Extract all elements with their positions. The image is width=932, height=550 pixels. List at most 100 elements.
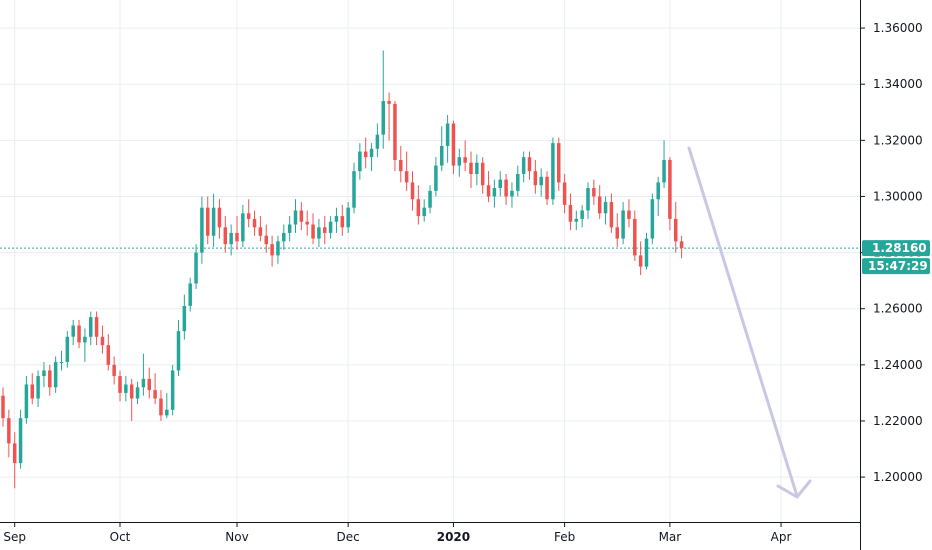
- candle-body: [656, 182, 660, 200]
- candle-body: [609, 202, 614, 228]
- candle-body: [586, 188, 590, 211]
- candle: [562, 174, 567, 214]
- candle-body: [135, 387, 140, 399]
- current-price-badge: 1.28160: [862, 240, 930, 257]
- candle-body: [375, 134, 380, 149]
- candle: [504, 174, 508, 205]
- current-price-label: 1.28160: [872, 241, 927, 255]
- candle-body: [287, 224, 292, 233]
- candle-body: [323, 227, 327, 233]
- candle: [18, 409, 23, 469]
- candle-body: [551, 143, 555, 200]
- candle: [42, 362, 46, 388]
- candle-body: [650, 199, 655, 239]
- candle: [176, 319, 181, 377]
- candle: [486, 171, 491, 203]
- candle-body: [147, 378, 151, 391]
- candle-body: [176, 331, 181, 371]
- candle-body: [574, 218, 579, 222]
- candle-body: [369, 148, 374, 158]
- candle-body: [434, 165, 438, 191]
- time-axis[interactable]: Sep Oct Nov Dec 2020 Feb Mar Apr: [3, 522, 791, 544]
- arrow-shaft: [687, 146, 799, 498]
- candle: [334, 207, 339, 233]
- candle: [551, 137, 555, 205]
- candle: [112, 356, 116, 385]
- candle: [293, 199, 298, 233]
- candle: [644, 232, 649, 270]
- countdown-label: 15:47:29: [868, 259, 928, 273]
- candle-body: [112, 364, 116, 377]
- candle: [381, 50, 385, 149]
- candle: [200, 196, 204, 264]
- candle: [7, 409, 11, 458]
- candle-body: [510, 190, 514, 197]
- candle: [521, 151, 526, 183]
- candle-body: [299, 210, 304, 222]
- candle: [94, 311, 99, 346]
- candle: [30, 373, 34, 405]
- candle: [638, 241, 643, 276]
- candle-body: [545, 176, 549, 200]
- candle: [264, 224, 268, 253]
- x-tick-label: 2020: [437, 530, 470, 544]
- down-arrow-drawing[interactable]: [687, 146, 812, 499]
- candle-body: [124, 384, 128, 393]
- candle: [375, 123, 380, 158]
- candle-body: [668, 159, 672, 219]
- candle: [404, 151, 409, 191]
- y-tick-label: 1.24000: [873, 358, 923, 372]
- candle-body: [539, 176, 543, 186]
- candle-body: [597, 196, 602, 214]
- candle: [516, 165, 520, 197]
- candle-body: [603, 202, 608, 214]
- y-tick-label: 1.34000: [873, 77, 923, 91]
- candle: [434, 157, 438, 197]
- candle: [71, 319, 75, 346]
- candle: [188, 277, 192, 312]
- candle-body: [1, 395, 5, 419]
- y-tick-label: 1.26000: [873, 302, 923, 316]
- candle-body: [451, 123, 456, 166]
- candle-body: [200, 207, 204, 253]
- candle: [1, 387, 5, 427]
- candle-body: [521, 157, 526, 174]
- candle-body: [627, 210, 631, 219]
- y-tick-label: 1.36000: [873, 21, 923, 35]
- candle-body: [475, 162, 479, 174]
- candle-body: [387, 101, 391, 104]
- candle-body: [352, 171, 356, 208]
- grid: [0, 0, 860, 522]
- candle: [165, 392, 169, 419]
- candle-body: [679, 241, 684, 249]
- candle-body: [340, 216, 345, 228]
- candle-body: [416, 199, 421, 217]
- candle-body: [182, 305, 187, 332]
- candle-body: [36, 376, 40, 399]
- candle-body: [100, 336, 105, 346]
- candle: [241, 204, 245, 247]
- candle-body: [77, 325, 81, 343]
- candle: [65, 331, 70, 368]
- candle-body: [317, 227, 321, 239]
- candle: [469, 151, 473, 189]
- candle: [609, 193, 614, 233]
- candle: [135, 381, 140, 405]
- candles: [1, 50, 684, 489]
- candle-body: [422, 207, 426, 217]
- candle-body: [252, 218, 257, 228]
- candle-body: [410, 182, 415, 200]
- candle-body: [305, 221, 309, 225]
- candle: [399, 145, 403, 183]
- candle: [340, 204, 345, 236]
- candle-body: [492, 188, 497, 197]
- candle-body: [106, 345, 111, 365]
- candle: [480, 157, 485, 194]
- candle: [328, 216, 333, 239]
- candle-body: [504, 179, 508, 197]
- candle: [77, 319, 81, 348]
- candle: [568, 193, 573, 231]
- candle: [527, 151, 532, 180]
